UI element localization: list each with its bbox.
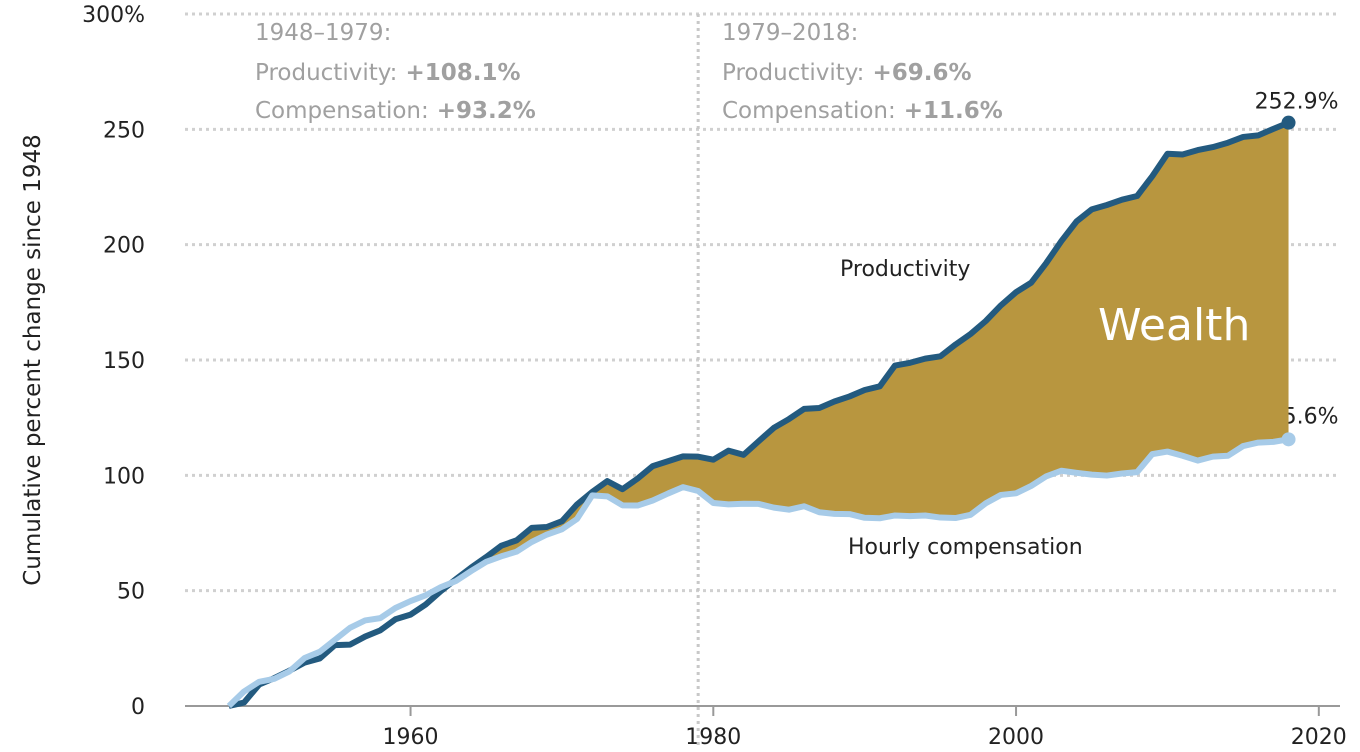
period-heading: 1979–2018:: [722, 20, 858, 46]
period-line-label: Compensation:: [255, 98, 429, 124]
y-axis-label: Cumulative percent change since 1948: [20, 134, 46, 586]
y-tick-label: 0: [131, 695, 145, 720]
period-heading: 1948–1979:: [255, 20, 391, 46]
period-line-label: Productivity:: [255, 60, 397, 86]
gap-area: [455, 122, 1289, 581]
y-tick-label: 250: [103, 118, 145, 143]
x-tick-label: 1980: [685, 725, 741, 750]
series-line: [226, 436, 1290, 709]
period-line-value: +11.6%: [904, 98, 1003, 124]
period-line: Productivity: +108.1%: [255, 60, 521, 86]
end-dot: [1281, 432, 1296, 447]
y-tick-label: 100: [103, 464, 145, 489]
x-tick-label: 2020: [1291, 725, 1347, 750]
series-line: [228, 119, 1290, 709]
end-dot: [1281, 115, 1296, 130]
period-line: Productivity: +69.6%: [722, 60, 972, 86]
x-tick-label: 2000: [988, 725, 1044, 750]
period-line-value: +69.6%: [872, 60, 971, 86]
series-label: Productivity: [840, 257, 970, 282]
period-line-label: Compensation:: [722, 98, 896, 124]
period-line: Compensation: +11.6%: [722, 98, 1003, 124]
gap-label: Wealth: [1098, 300, 1250, 351]
y-tick-label: 300%: [82, 3, 145, 28]
period-line-label: Productivity:: [722, 60, 864, 86]
period-line: Compensation: +93.2%: [255, 98, 536, 124]
period-line-value: +108.1%: [405, 60, 520, 86]
series-label: Hourly compensation: [848, 535, 1083, 560]
period-line-value: +93.2%: [437, 98, 536, 124]
y-tick-label: 200: [103, 234, 145, 259]
y-tick-label: 50: [117, 580, 145, 605]
x-tick-label: 1960: [383, 725, 439, 750]
y-tick-label: 150: [103, 349, 145, 374]
end-label: 252.9%: [1255, 90, 1339, 115]
